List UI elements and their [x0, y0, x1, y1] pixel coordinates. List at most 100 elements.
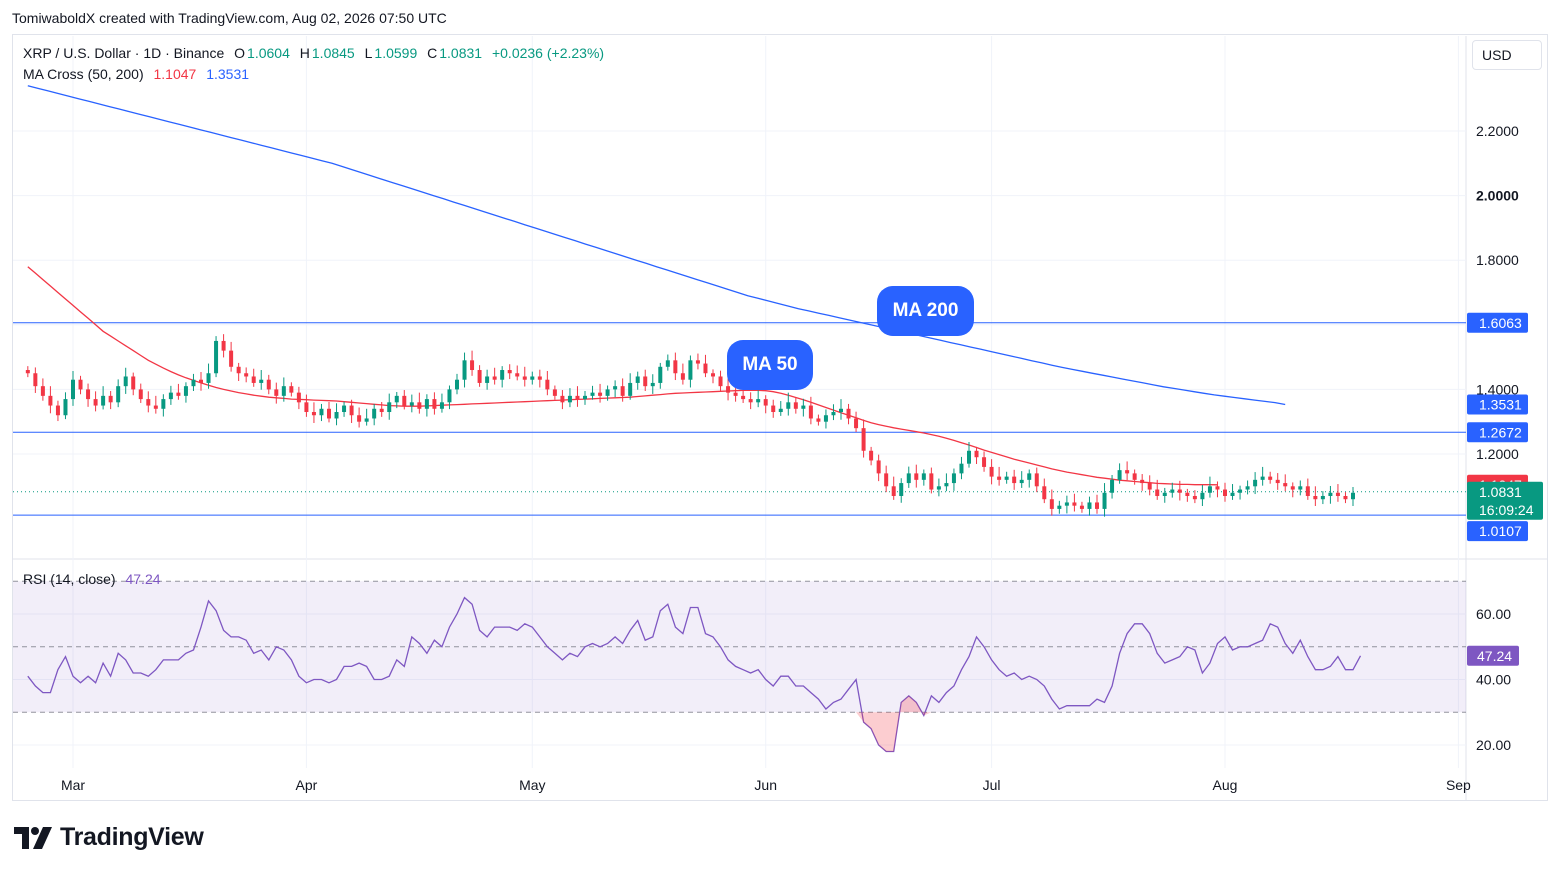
candle-body [1027, 473, 1032, 480]
candle [921, 469, 926, 486]
candle-body [884, 473, 889, 487]
candle [311, 402, 316, 423]
candle-body [1110, 479, 1115, 493]
candle [161, 394, 166, 417]
last-price-box [1467, 481, 1543, 520]
candle-body [899, 483, 904, 496]
candle-body [778, 408, 783, 413]
candle [906, 466, 911, 488]
price-tick-label: 1.4000 [1476, 381, 1519, 397]
candle [560, 390, 565, 410]
candle-body [1147, 483, 1152, 490]
candle [372, 403, 377, 426]
candle [221, 334, 226, 358]
candle [1095, 494, 1099, 514]
candle-body [93, 399, 98, 406]
candle-body [1004, 476, 1009, 480]
candle [183, 382, 188, 403]
candle [131, 372, 136, 396]
candle [1215, 481, 1220, 498]
candle [1064, 495, 1069, 514]
candle-body [989, 466, 994, 477]
candle-body [296, 392, 301, 403]
candle-body [48, 395, 53, 406]
candle-body [628, 382, 633, 396]
axes: 1.2000 1.4000 1.8000 2.0000 2.2000 Mar Apr May J… [61, 123, 1543, 793]
time-tick-label: Aug [1213, 777, 1238, 793]
candle-body [1335, 492, 1340, 496]
currency-button[interactable]: USD [1472, 40, 1542, 70]
candle [665, 354, 670, 371]
candles [25, 334, 1355, 517]
candle [176, 383, 181, 400]
candle-body [432, 399, 437, 409]
candle [229, 341, 234, 372]
candle [771, 399, 776, 418]
candle [1192, 490, 1197, 504]
candle [138, 383, 143, 403]
candle [455, 373, 459, 395]
candle-body [1155, 489, 1160, 496]
candle-body [259, 379, 264, 383]
candle-body [266, 379, 271, 390]
candle-body [334, 412, 339, 419]
candle-body [530, 376, 535, 380]
time-tick-label: Mar [61, 777, 85, 793]
candle [462, 352, 467, 388]
candle [545, 370, 550, 396]
candle [891, 476, 896, 500]
rsi-series-line [27, 596, 1362, 753]
candle-body [1042, 486, 1047, 500]
candle [914, 464, 919, 488]
candle [123, 367, 128, 394]
candle-body [635, 376, 640, 383]
candle [327, 401, 331, 423]
candle-body [816, 418, 821, 422]
candle [876, 454, 881, 482]
candle-body [289, 386, 294, 393]
candle-body [40, 386, 45, 396]
candle [688, 355, 693, 388]
candle [319, 403, 324, 422]
candle [1283, 474, 1288, 492]
candle [364, 408, 369, 426]
candle [1102, 483, 1107, 517]
candle-body [741, 395, 746, 400]
candle [266, 374, 271, 395]
ohlc-open: 1.0604 [247, 45, 290, 61]
candle-body [786, 402, 791, 409]
candle-body [575, 395, 580, 400]
candle [1260, 466, 1265, 486]
tradingview-logo: TradingView [14, 823, 204, 852]
candle-body [1245, 486, 1250, 490]
candle [598, 383, 603, 403]
candle [1305, 478, 1310, 500]
price-tick-label: 2.0000 [1476, 188, 1519, 204]
ohlc-change: +0.0236 (+2.23%) [491, 45, 605, 61]
candle [1185, 488, 1190, 502]
candle [680, 363, 685, 385]
candle-body [153, 405, 158, 409]
candle [650, 374, 655, 394]
candle-body [319, 408, 324, 416]
candle [628, 373, 633, 400]
candle-body [1117, 470, 1122, 480]
level-label-1-box [1467, 312, 1528, 333]
candle [643, 369, 648, 392]
candle [1170, 482, 1175, 498]
candle [1027, 469, 1032, 488]
candle [1223, 482, 1227, 502]
level-label-2: 1.2672 [1479, 424, 1522, 440]
candle [936, 478, 941, 497]
ohlc-o-label: O [234, 45, 246, 61]
moving-average-lines [27, 85, 1286, 486]
candle-body [342, 405, 347, 413]
candle [1207, 476, 1212, 498]
candle-body [191, 379, 196, 387]
candle [718, 370, 723, 392]
candle-body [281, 386, 286, 396]
candle [206, 363, 211, 389]
candle-body [673, 360, 678, 374]
symbol-name: XRP / U.S. Dollar · 1D · Binance [23, 45, 225, 61]
